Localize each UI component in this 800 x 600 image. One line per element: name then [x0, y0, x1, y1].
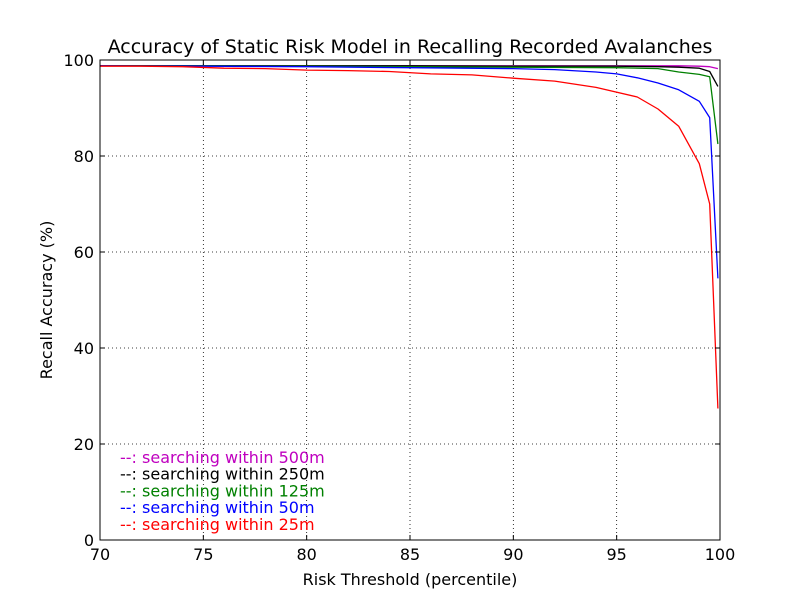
legend-entry-2: --: searching within 125m [120, 481, 325, 500]
series-line-2 [100, 65, 719, 145]
x-tick-label: 70 [90, 545, 110, 564]
x-axis-label: Risk Threshold (percentile) [303, 570, 518, 589]
chart-title: Accuracy of Static Risk Model in Recalli… [108, 36, 713, 58]
x-tick-label: 95 [606, 545, 626, 564]
legend-entry-1: --: searching within 250m [120, 465, 325, 484]
x-tick-label: 75 [193, 545, 213, 564]
ticks-layer: 70 75 80 85 90 95 100 0 20 40 60 80 100 [63, 51, 735, 564]
y-tick-label: 20 [74, 435, 94, 454]
y-tick-label: 60 [74, 243, 94, 262]
y-tick-label: 40 [74, 339, 94, 358]
series-line-3 [99, 65, 719, 279]
y-tick-label: 0 [84, 531, 94, 550]
legend-entry-3: --: searching within 50m [120, 498, 315, 517]
y-tick-label: 80 [74, 147, 94, 166]
series-layer [99, 65, 719, 409]
x-tick-label: 85 [400, 545, 420, 564]
legend: --: searching within 500m--: searching w… [120, 448, 325, 534]
series-line-4 [100, 65, 719, 409]
y-axis-label: Recall Accuracy (%) [37, 221, 56, 380]
y-tick-label: 100 [63, 51, 94, 70]
x-tick-label: 100 [705, 545, 736, 564]
x-tick-label: 90 [503, 545, 523, 564]
x-tick-label: 80 [296, 545, 316, 564]
legend-entry-0: --: searching within 500m [120, 448, 325, 467]
legend-entry-4: --: searching within 25m [120, 515, 315, 534]
